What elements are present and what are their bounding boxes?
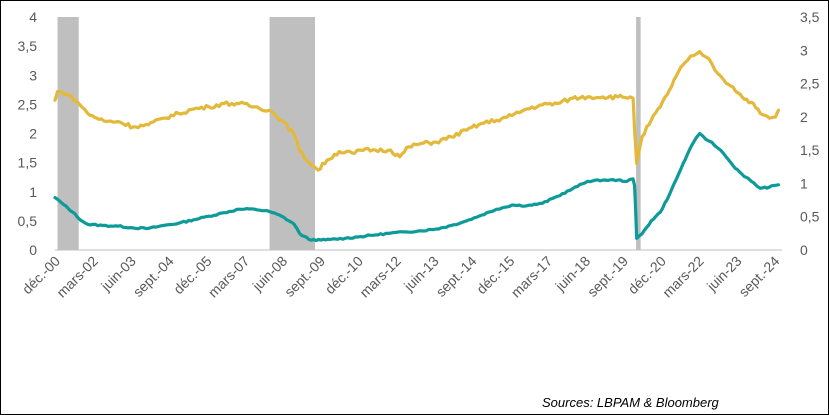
- y-tick-label-left: 3,5: [18, 38, 38, 54]
- x-tick-label: mars-22: [659, 253, 707, 301]
- y-tick-label-left: 2: [29, 126, 37, 142]
- y-tick-label-left: 1: [29, 184, 37, 200]
- x-tick-label: mars-02: [53, 253, 101, 301]
- y-tick-label-right: 1,5: [800, 142, 820, 158]
- y-tick-label-left: 3: [29, 67, 37, 83]
- y-tick-label-right: 0: [800, 242, 808, 258]
- x-tick-label: sept.-24: [735, 253, 782, 300]
- recession-band-2: [636, 17, 641, 250]
- y-tick-label-left: 4: [29, 9, 37, 25]
- x-tick-label: mars-17: [508, 253, 556, 301]
- source-note: Sources: LBPAM & Bloomberg: [542, 395, 719, 410]
- y-tick-label-left: 1,5: [18, 155, 38, 171]
- x-tick-label: sept.-14: [433, 253, 480, 300]
- x-tick-label: sept.-19: [584, 253, 631, 300]
- x-tick-label: sept.-09: [281, 253, 328, 300]
- series-group: [53, 50, 781, 243]
- series-line-1: [53, 50, 781, 172]
- y-tick-label-right: 2: [800, 109, 808, 125]
- y-tick-label-left: 0,5: [18, 213, 38, 229]
- x-tick-label: sept.-04: [130, 253, 177, 300]
- x-tick-label: mars-07: [205, 253, 253, 301]
- recession-shading-group: [57, 17, 641, 250]
- y-tick-label-right: 2,5: [800, 76, 820, 92]
- x-tick-label: mars-12: [356, 253, 404, 301]
- y-tick-label-left: 2,5: [18, 96, 38, 112]
- y-tick-label-right: 3: [800, 42, 808, 58]
- y-tick-label-right: 1: [800, 175, 808, 191]
- recession-band-0: [57, 17, 79, 250]
- y-tick-label-left: 0: [29, 242, 37, 258]
- y-tick-label-right: 3,5: [800, 9, 820, 25]
- series-line-0: [53, 131, 781, 243]
- y-tick-label-right: 0,5: [800, 209, 820, 225]
